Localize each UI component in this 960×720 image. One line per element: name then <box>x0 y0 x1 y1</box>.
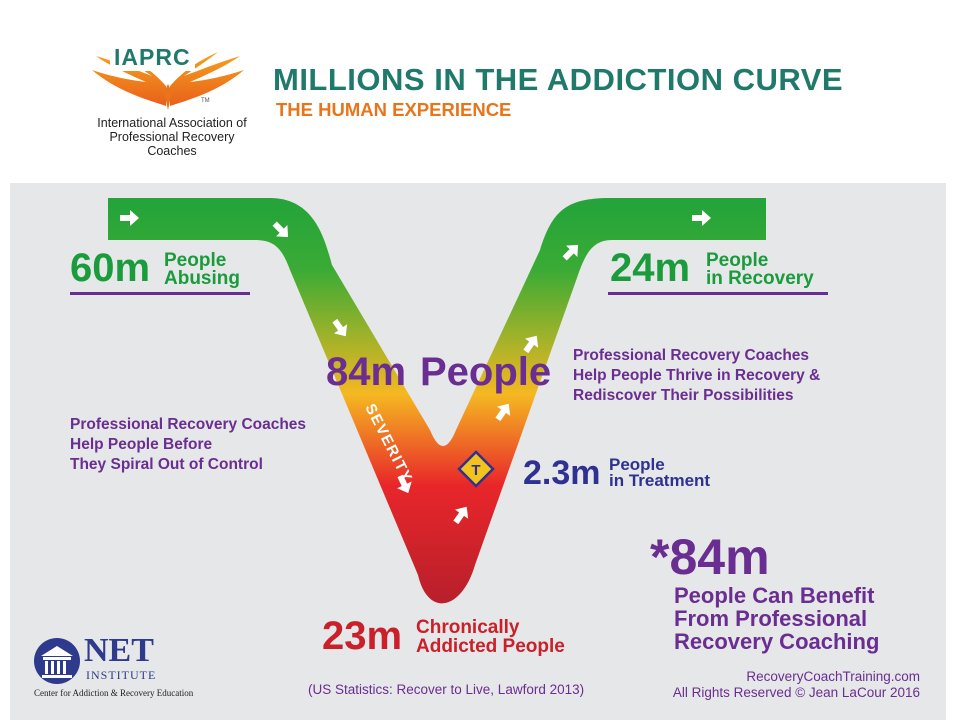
note-left-line-2: Help People Before <box>70 436 213 453</box>
logo-trademark: TM <box>201 98 210 104</box>
direction-arrows <box>120 210 711 525</box>
arrow-up-right-icon <box>562 244 579 261</box>
arrow-down-right-icon <box>272 221 289 238</box>
page-subtitle: THE HUMAN EXPERIENCE <box>276 99 512 120</box>
curve-band <box>108 198 766 604</box>
total-label: People <box>420 350 552 394</box>
page-title: MILLIONS IN THE ADDICTION CURVE <box>273 62 844 97</box>
website-link[interactable]: RecoveryCoachTraining.com <box>746 669 920 684</box>
logo-org-line-2: Professional Recovery Coaches <box>109 130 235 158</box>
arrow-up-right-icon <box>495 403 511 422</box>
note-right: Professional Recovery Coaches Help Peopl… <box>573 346 820 406</box>
note-left: Professional Recovery Coaches Help Peopl… <box>70 415 306 475</box>
net-logo-tagline: Center for Addiction & Recovery Educatio… <box>34 688 194 698</box>
chronic-number: 23m <box>322 614 403 658</box>
net-logo-name: NET <box>84 632 154 669</box>
recovery-label-line-1: People <box>706 250 769 271</box>
note-left-line-1: Professional Recovery Coaches <box>70 416 307 433</box>
source-citation: (US Statistics: Recover to Live, Lawford… <box>308 682 585 697</box>
benefit-number: *84m <box>650 529 770 585</box>
arrow-up-right-icon <box>453 506 469 525</box>
note-left-line-3: They Spiral Out of Control <box>70 456 263 473</box>
arrow-down-right-icon <box>397 474 412 494</box>
note-right-line-1: Professional Recovery Coaches <box>573 347 810 364</box>
abusing-underline <box>70 292 250 295</box>
recovery-number: 24m <box>610 246 691 290</box>
treatment-label-line-2: in Treatment <box>609 471 711 490</box>
treatment-number: 2.3m <box>523 454 601 492</box>
abusing-number: 60m <box>70 246 151 290</box>
treatment-marker-label: T <box>471 462 480 479</box>
logo-org-name: International Association of Professiona… <box>84 116 260 158</box>
benefit-label-line-1: People Can Benefit <box>674 583 875 608</box>
benefit-label-line-2: From Professional <box>674 606 868 631</box>
treatment-label-line-1: People <box>609 455 665 474</box>
wings-icon <box>92 52 244 110</box>
arrow-right-icon <box>692 210 711 226</box>
abusing-label-line-1: People <box>164 250 227 271</box>
logo-acronym: IAPRC <box>110 44 195 71</box>
abusing-label-line-2: Abusing <box>164 268 240 289</box>
note-right-line-3: Rediscover Their Possibilities <box>573 387 794 404</box>
benefit-label-line-3: Recovery Coaching <box>674 629 880 654</box>
logo-org-line-1: International Association of <box>97 116 247 130</box>
arrow-right-icon <box>120 210 139 226</box>
arrow-down-right-icon <box>332 318 348 337</box>
recovery-label-line-2: in Recovery <box>706 268 814 289</box>
pillars-icon <box>34 638 80 684</box>
total-number: 84m <box>326 350 407 394</box>
chronic-label-line-2: Addicted People <box>416 636 565 657</box>
copyright-text: All Rights Reserved © Jean LaCour 2016 <box>672 685 920 700</box>
note-right-line-2: Help People Thrive in Recovery & <box>573 367 821 384</box>
chronic-label: Chronically Addicted People <box>416 618 565 656</box>
treatment-marker-icon <box>457 450 495 488</box>
chronic-label-line-1: Chronically <box>416 617 520 638</box>
recovery-label: People in Recovery <box>706 250 814 289</box>
net-logo-sub: INSTITUTE <box>86 668 157 682</box>
abusing-label: People Abusing <box>164 250 240 289</box>
treatment-label: People in Treatment <box>609 455 711 490</box>
arrow-up-right-icon <box>523 335 539 354</box>
footer-credits: RecoveryCoachTraining.com All Rights Res… <box>650 669 920 701</box>
benefit-label: People Can Benefit From Professional Rec… <box>674 584 879 653</box>
recovery-underline <box>608 292 828 295</box>
